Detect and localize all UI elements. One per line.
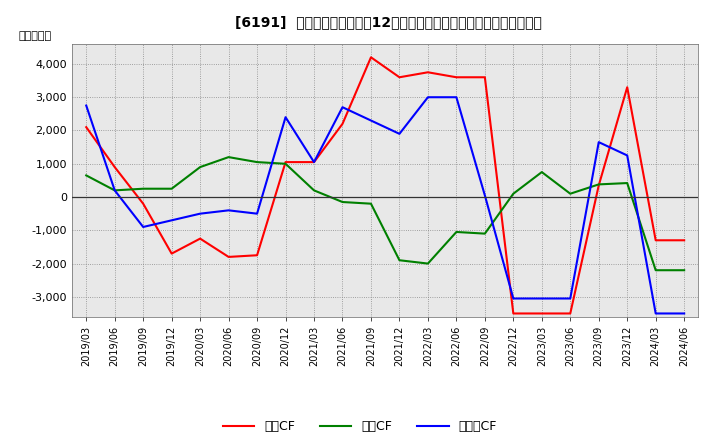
投賄CF <box>139 186 148 191</box>
営業CF <box>623 84 631 90</box>
投賄CF <box>253 159 261 165</box>
フリーCF <box>225 208 233 213</box>
投賄CF <box>110 188 119 193</box>
営業CF <box>167 251 176 256</box>
投賄CF <box>338 199 347 205</box>
フリーCF <box>480 193 489 198</box>
営業CF <box>566 311 575 316</box>
投賄CF <box>82 173 91 178</box>
営業CF <box>196 236 204 241</box>
投賄CF <box>282 161 290 166</box>
フリーCF <box>282 114 290 120</box>
Line: 投賄CF: 投賄CF <box>86 157 684 270</box>
フリーCF <box>110 188 119 193</box>
フリーCF <box>338 105 347 110</box>
営業CF <box>139 201 148 206</box>
フリーCF <box>680 311 688 316</box>
投賄CF <box>595 182 603 187</box>
フリーCF <box>395 131 404 136</box>
投賄CF <box>423 261 432 266</box>
営業CF <box>680 238 688 243</box>
フリーCF <box>452 95 461 100</box>
フリーCF <box>595 139 603 145</box>
投賄CF <box>452 229 461 235</box>
フリーCF <box>652 311 660 316</box>
投賄CF <box>680 268 688 273</box>
フリーCF <box>310 159 318 165</box>
営業CF <box>310 159 318 165</box>
営業CF <box>537 311 546 316</box>
営業CF <box>110 165 119 170</box>
営業CF <box>82 125 91 130</box>
営業CF <box>423 70 432 75</box>
営業CF <box>338 121 347 126</box>
営業CF <box>253 253 261 258</box>
フリーCF <box>623 153 631 158</box>
投賄CF <box>225 154 233 160</box>
フリーCF <box>566 296 575 301</box>
Legend: 営業CF, 投賄CF, フリーCF: 営業CF, 投賄CF, フリーCF <box>218 415 502 438</box>
フリーCF <box>139 224 148 230</box>
投賄CF <box>395 257 404 263</box>
フリーCF <box>167 218 176 223</box>
営業CF <box>480 75 489 80</box>
投賄CF <box>652 268 660 273</box>
Text: [6191]  キャッシュフローの12か月移動合計の対前年同期増減額の推移: [6191] キャッシュフローの12か月移動合計の対前年同期増減額の推移 <box>235 15 542 29</box>
Text: （百万円）: （百万円） <box>19 31 52 41</box>
投賄CF <box>167 186 176 191</box>
Line: 営業CF: 営業CF <box>86 57 684 313</box>
フリーCF <box>423 95 432 100</box>
営業CF <box>652 238 660 243</box>
営業CF <box>366 55 375 60</box>
フリーCF <box>253 211 261 216</box>
投賄CF <box>566 191 575 196</box>
営業CF <box>282 159 290 165</box>
投賄CF <box>480 231 489 236</box>
投賄CF <box>310 188 318 193</box>
フリーCF <box>82 103 91 108</box>
投賄CF <box>509 191 518 196</box>
営業CF <box>452 75 461 80</box>
投賄CF <box>537 169 546 175</box>
営業CF <box>225 254 233 260</box>
営業CF <box>595 183 603 188</box>
フリーCF <box>196 211 204 216</box>
フリーCF <box>537 296 546 301</box>
営業CF <box>395 75 404 80</box>
投賄CF <box>623 180 631 186</box>
Line: フリーCF: フリーCF <box>86 97 684 313</box>
フリーCF <box>366 118 375 123</box>
投賄CF <box>196 165 204 170</box>
フリーCF <box>509 296 518 301</box>
営業CF <box>509 311 518 316</box>
投賄CF <box>366 201 375 206</box>
